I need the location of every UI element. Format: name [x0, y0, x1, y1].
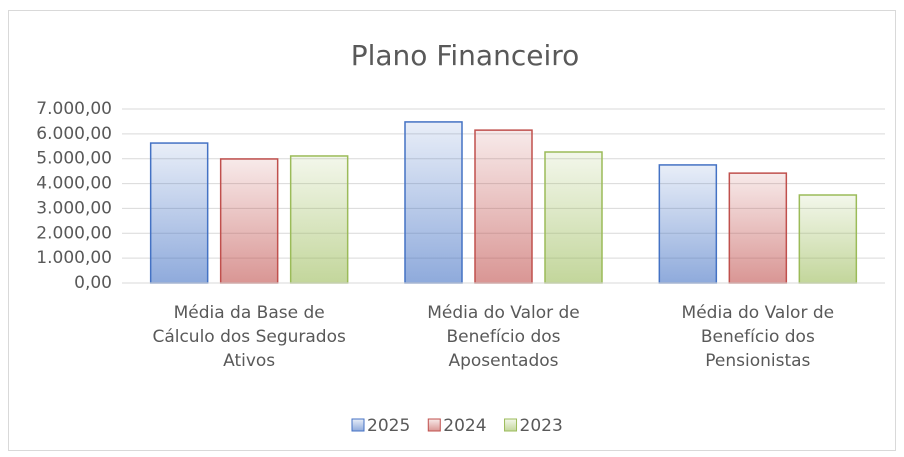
bar: [219, 158, 279, 284]
x-tick-label: Média da Base de Cálculo dos Segurados A…: [152, 303, 346, 371]
bar: [728, 172, 788, 284]
legend-label: 2023: [520, 416, 563, 436]
legend-swatch: [427, 418, 441, 432]
bar: [289, 155, 349, 284]
bar: [658, 164, 718, 284]
bar: [544, 151, 603, 284]
legend-label: 2025: [367, 416, 410, 436]
y-tick-label: 4.000,00: [36, 174, 112, 194]
y-tick-label: 1.000,00: [36, 248, 112, 268]
legend-swatch: [504, 418, 518, 432]
x-tick-label: Média do Valor de Benefício dos Pensioni…: [681, 303, 835, 371]
y-tick-label: 7.000,00: [36, 99, 112, 119]
bar: [404, 121, 463, 284]
y-tick-label: 5.000,00: [36, 149, 112, 169]
y-tick-label: 3.000,00: [36, 198, 112, 218]
x-tick-label: Média do Valor de Benefício dos Aposenta…: [427, 303, 580, 371]
chart-title: Plano Financeiro: [351, 39, 580, 72]
legend-swatch: [351, 418, 365, 432]
bar: [149, 142, 209, 284]
y-tick-label: 0,00: [74, 273, 112, 293]
legend-label: 2024: [443, 416, 486, 436]
bar: [474, 129, 533, 284]
y-tick-label: 2.000,00: [36, 223, 112, 243]
bar: [798, 194, 858, 284]
y-tick-label: 6.000,00: [36, 124, 112, 144]
